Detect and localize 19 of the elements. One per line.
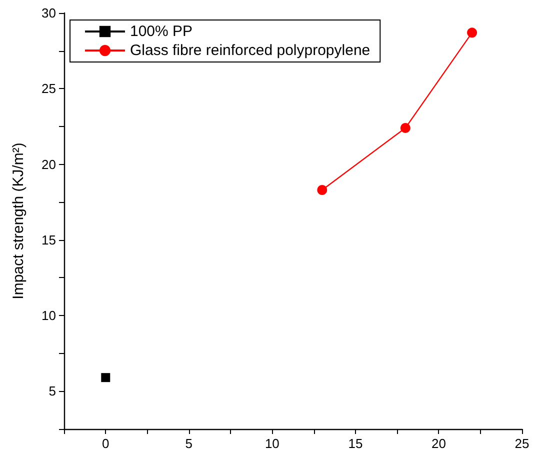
point	[400, 122, 410, 133]
y-tick-label: 10	[42, 308, 56, 324]
legend-label: 100% PP	[130, 23, 193, 40]
point	[467, 28, 478, 38]
y-tick-label: 25	[42, 81, 56, 96]
legend-label: Glass fibre reinforced polypropylene	[130, 42, 370, 59]
point	[101, 373, 110, 382]
x-tick-label: 25	[514, 436, 530, 450]
x-tick-label: 5	[185, 436, 193, 450]
x-tick-label: 20	[431, 436, 446, 450]
point	[317, 184, 328, 195]
y-tick-label: 5	[48, 384, 56, 399]
y-axis-title: Impact strength (KJ/m²)	[10, 142, 27, 300]
y-tick-label: 30	[42, 6, 56, 20]
y-tick-label: 15	[42, 232, 56, 248]
x-tick-label: 10	[264, 436, 280, 450]
x-tick-label: 0	[102, 436, 110, 450]
y-tick-label: 20	[42, 156, 56, 172]
x-tick-label: 15	[348, 436, 363, 450]
